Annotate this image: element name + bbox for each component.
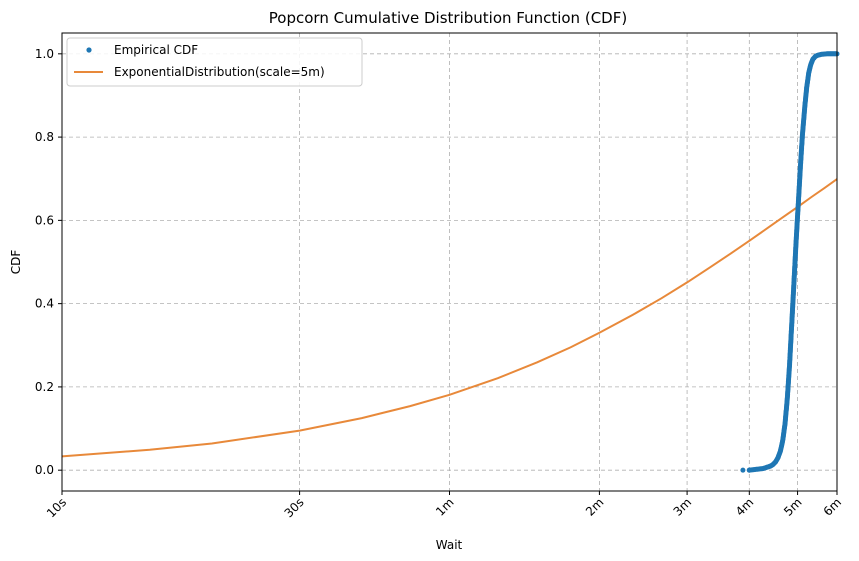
y-tick-label: 1.0 bbox=[35, 47, 54, 61]
grid bbox=[61, 33, 838, 491]
legend: Empirical CDF ExponentialDistribution(sc… bbox=[66, 37, 363, 87]
y-tick-label: 0.2 bbox=[35, 380, 54, 394]
series-line-exponential bbox=[61, 178, 838, 458]
plot-frame bbox=[61, 32, 838, 492]
y-axis-label: CDF bbox=[9, 250, 23, 275]
x-tick-label: 4m bbox=[733, 495, 757, 519]
chart-title: Popcorn Cumulative Distribution Function… bbox=[269, 9, 627, 27]
x-tick-label: 10s bbox=[44, 495, 69, 520]
x-tick-label: 30s bbox=[282, 495, 307, 520]
y-tick-label: 0.4 bbox=[35, 297, 54, 311]
x-tick-label: 2m bbox=[583, 495, 607, 519]
x-tick-label: 3m bbox=[671, 495, 695, 519]
x-tick-label: 6m bbox=[821, 495, 845, 519]
empirical-point bbox=[740, 467, 746, 473]
y-tick-label: 0.0 bbox=[35, 463, 54, 477]
legend-marker-empirical bbox=[86, 47, 92, 53]
x-tick-label: 1m bbox=[433, 495, 457, 519]
legend-box bbox=[66, 37, 363, 87]
legend-label-empirical: Empirical CDF bbox=[114, 43, 198, 57]
series-empirical-points bbox=[740, 51, 840, 473]
plot-series bbox=[61, 51, 840, 473]
y-tick-label: 0.6 bbox=[35, 213, 54, 227]
y-tick-label: 0.8 bbox=[35, 130, 54, 144]
x-axis-label: Wait bbox=[436, 538, 463, 552]
legend-label-exponential: ExponentialDistribution(scale=5m) bbox=[114, 65, 325, 79]
x-tick-label: 5m bbox=[781, 495, 805, 519]
